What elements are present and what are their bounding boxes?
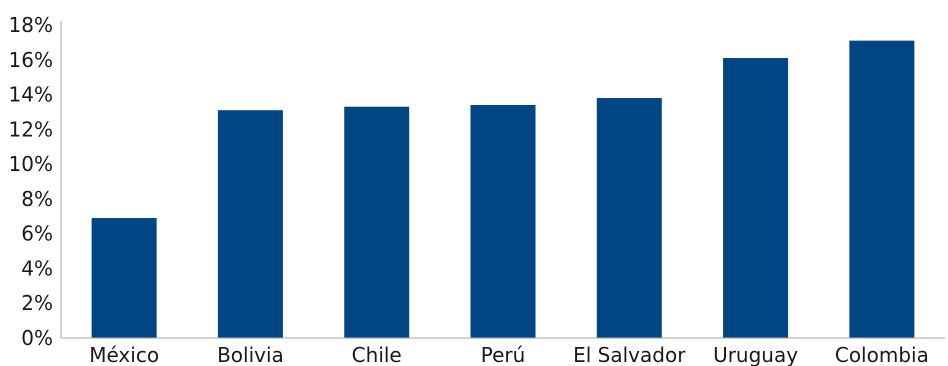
x-tick-label: Perú bbox=[481, 343, 526, 366]
y-tick-label: 10% bbox=[9, 152, 53, 176]
y-tick-label: 4% bbox=[21, 256, 53, 280]
y-tick-label: 6% bbox=[21, 222, 53, 246]
y-tick-label: 8% bbox=[21, 187, 53, 211]
x-axis: México Bolivia Chile Perú El Salvador Uruguay… bbox=[89, 343, 929, 366]
bar bbox=[596, 98, 662, 339]
bar bbox=[470, 104, 536, 338]
x-tick-label: México bbox=[89, 343, 159, 366]
y-tick-label: 18% bbox=[9, 13, 53, 37]
bar bbox=[91, 218, 157, 338]
x-tick-label: Uruguay bbox=[713, 343, 798, 366]
y-tick-label: 12% bbox=[9, 117, 53, 141]
y-axis: 0% 2% 4% 6% 8% 10% 12% 14% 16% 18% bbox=[9, 13, 53, 350]
y-tick-label: 0% bbox=[21, 326, 53, 350]
y-tick-label: 2% bbox=[21, 291, 53, 315]
bar bbox=[849, 40, 915, 339]
y-tick-label: 14% bbox=[9, 83, 53, 107]
y-tick-label: 16% bbox=[9, 48, 53, 72]
x-tick-label: Colombia bbox=[835, 343, 929, 366]
bars bbox=[91, 40, 915, 339]
bar bbox=[723, 58, 789, 339]
x-tick-label: Chile bbox=[352, 343, 402, 366]
bar bbox=[217, 110, 283, 338]
x-tick-label: Bolivia bbox=[217, 343, 284, 366]
bar bbox=[344, 106, 410, 338]
x-tick-label: El Salvador bbox=[573, 343, 686, 366]
